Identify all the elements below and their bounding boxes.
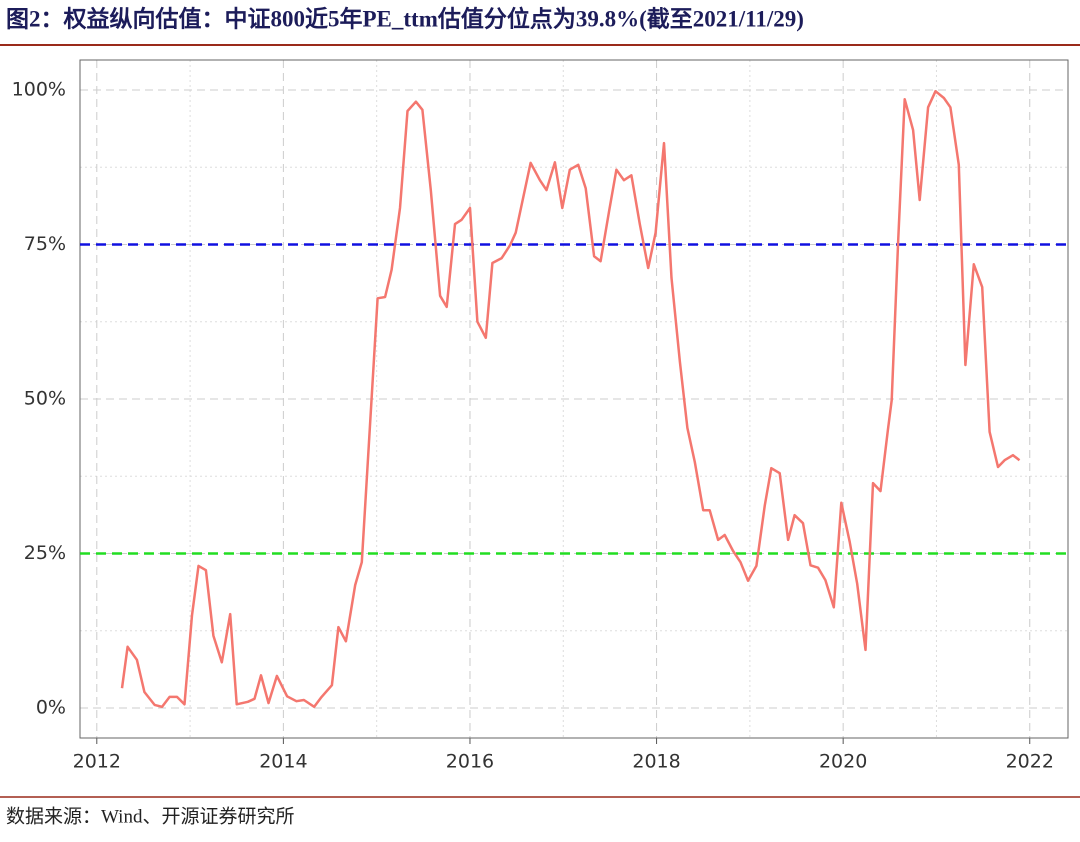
data-line bbox=[120, 89, 1021, 709]
y-tick-label: 25% bbox=[24, 542, 66, 564]
plot-frame bbox=[79, 59, 1069, 739]
y-tick-label: 50% bbox=[24, 388, 66, 410]
x-tick-label: 2018 bbox=[632, 751, 680, 773]
y-tick-label: 100% bbox=[12, 78, 66, 100]
y-tick-label: 75% bbox=[24, 233, 66, 255]
x-tick-label: 2014 bbox=[259, 751, 307, 773]
source-note: 数据来源：Wind、开源证券研究所 bbox=[6, 805, 294, 827]
x-tick-label: 2012 bbox=[73, 751, 121, 773]
x-tick-label: 2022 bbox=[1006, 751, 1054, 773]
x-tick-label: 2016 bbox=[446, 751, 494, 773]
x-tick-label: 2020 bbox=[819, 751, 867, 773]
chart-title: 图2：权益纵向估值：中证800近5年PE_ttm估值分位点为39.8%(截至20… bbox=[6, 5, 804, 31]
y-tick-label: 0% bbox=[36, 697, 66, 719]
